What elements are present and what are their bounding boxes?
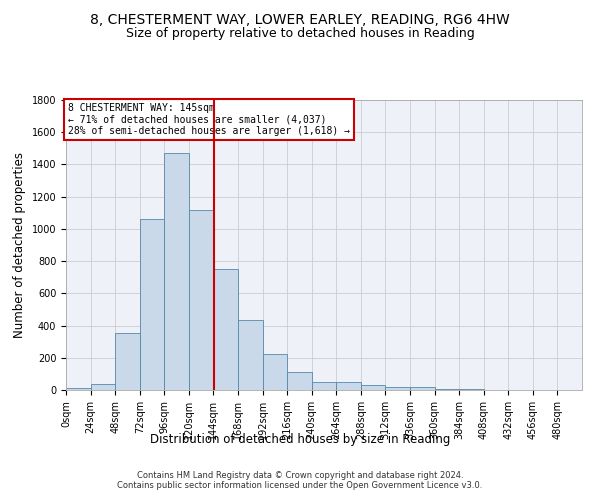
Bar — [189, 210, 214, 390]
Bar — [164, 153, 189, 390]
Text: Contains HM Land Registry data © Crown copyright and database right 2024.
Contai: Contains HM Land Registry data © Crown c… — [118, 470, 482, 490]
Text: Distribution of detached houses by size in Reading: Distribution of detached houses by size … — [150, 432, 450, 446]
Bar — [361, 385, 385, 390]
Bar — [385, 387, 410, 390]
Bar — [91, 384, 115, 390]
Bar — [263, 354, 287, 390]
Bar — [312, 382, 336, 390]
Bar — [238, 320, 263, 390]
Y-axis label: Number of detached properties: Number of detached properties — [13, 152, 26, 338]
Bar — [140, 219, 164, 390]
Bar — [336, 382, 361, 390]
Text: Size of property relative to detached houses in Reading: Size of property relative to detached ho… — [125, 28, 475, 40]
Bar — [410, 387, 434, 390]
Bar — [287, 372, 312, 390]
Text: 8, CHESTERMENT WAY, LOWER EARLEY, READING, RG6 4HW: 8, CHESTERMENT WAY, LOWER EARLEY, READIN… — [90, 12, 510, 26]
Text: 8 CHESTERMENT WAY: 145sqm
← 71% of detached houses are smaller (4,037)
28% of se: 8 CHESTERMENT WAY: 145sqm ← 71% of detac… — [68, 103, 350, 136]
Bar — [214, 269, 238, 390]
Bar — [66, 388, 91, 390]
Bar — [434, 389, 459, 390]
Bar — [115, 333, 140, 390]
Bar — [459, 389, 484, 390]
